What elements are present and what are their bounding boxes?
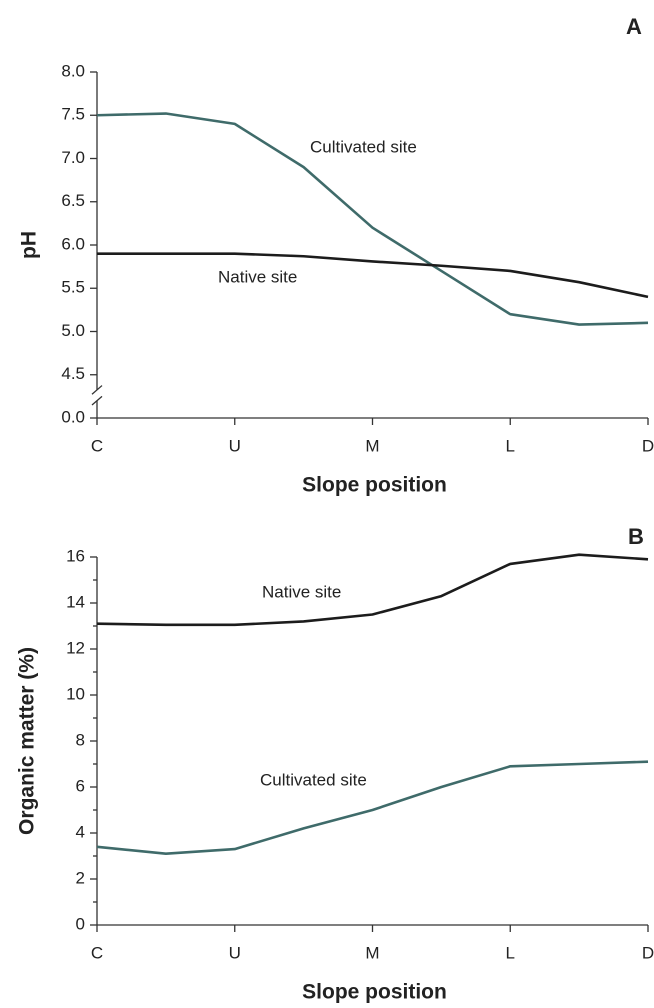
axis-break xyxy=(91,385,103,395)
x-tick-label: U xyxy=(229,943,241,962)
y-tick-label: 8 xyxy=(76,730,85,749)
series-label: Cultivated site xyxy=(260,770,367,789)
x-axis-title: Slope position xyxy=(302,981,447,1004)
y-tick-label: 0.0 xyxy=(61,407,85,426)
series-label: Cultivated site xyxy=(310,137,417,156)
x-tick-label: D xyxy=(642,943,654,962)
x-axis-title: Slope position xyxy=(302,474,447,497)
y-tick-label: 6 xyxy=(76,776,85,795)
x-tick-label: C xyxy=(91,436,103,455)
x-tick-label: M xyxy=(365,436,379,455)
y-tick-label: 4 xyxy=(76,822,85,841)
y-tick-label: 4.5 xyxy=(61,364,85,383)
x-tick-label: U xyxy=(229,436,241,455)
series-label: Native site xyxy=(218,267,297,286)
x-tick-label: D xyxy=(642,436,654,455)
y-axis-title: Organic matter (%) xyxy=(16,647,39,835)
y-tick-label: 12 xyxy=(66,638,85,657)
series-line xyxy=(96,112,649,326)
y-tick-label: 14 xyxy=(66,592,85,611)
x-tick-label: L xyxy=(506,436,515,455)
series-line xyxy=(96,760,649,856)
y-tick-label: 10 xyxy=(66,684,85,703)
panel-label: B xyxy=(628,524,644,549)
y-tick-label: 6.5 xyxy=(61,191,85,210)
y-tick-label: 6.0 xyxy=(61,234,85,253)
y-tick-label: 5.0 xyxy=(61,321,85,340)
y-axis-title: pH xyxy=(18,231,41,259)
y-tick-label: 2 xyxy=(76,868,85,887)
series-line xyxy=(96,553,649,627)
y-tick-label: 7.0 xyxy=(61,148,85,167)
y-tick-label: 0 xyxy=(76,914,85,933)
y-tick-label: 7.5 xyxy=(61,105,85,124)
x-tick-label: L xyxy=(506,943,515,962)
x-tick-label: M xyxy=(365,943,379,962)
y-tick-label: 8.0 xyxy=(61,61,85,80)
y-tick-label: 5.5 xyxy=(61,278,85,297)
panel-label: A xyxy=(626,14,642,39)
x-tick-label: C xyxy=(91,943,103,962)
series-label: Native site xyxy=(262,582,341,601)
axis-break xyxy=(91,395,103,406)
series-line xyxy=(97,252,649,299)
y-tick-label: 16 xyxy=(66,546,85,565)
